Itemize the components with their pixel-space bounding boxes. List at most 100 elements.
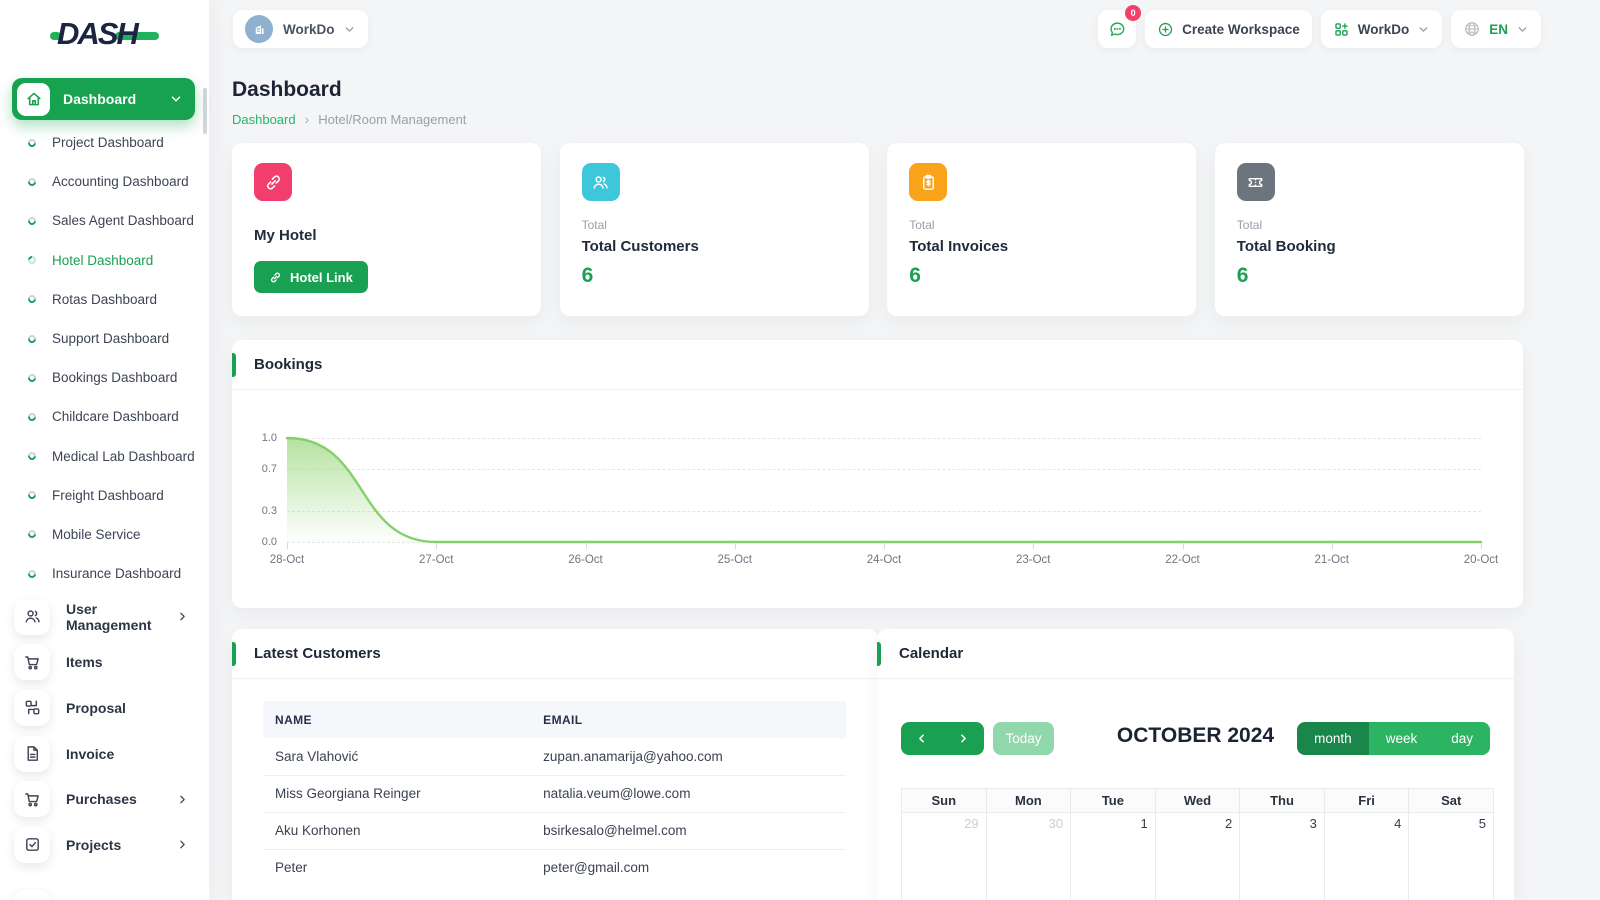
sidebar-item-support-dashboard[interactable]: Support Dashboard — [0, 319, 209, 358]
x-axis-tick-label: 20-Oct — [1463, 554, 1499, 566]
sidebar-item-hotel-dashboard[interactable]: Hotel Dashboard — [0, 241, 209, 280]
plus-circle-icon — [1157, 21, 1174, 38]
sidebar-item-project-dashboard[interactable]: Project Dashboard — [0, 123, 209, 162]
customers-table: NAME EMAIL Sara Vlahović zupan.anamarija@… — [263, 701, 846, 886]
x-axis-tick — [1182, 543, 1184, 549]
calendar-view-day[interactable]: day — [1434, 722, 1490, 755]
ticket-icon — [1236, 163, 1275, 201]
bullet-icon — [26, 372, 38, 384]
bullet-icon — [26, 293, 38, 305]
calendar-view-month[interactable]: month — [1297, 722, 1369, 755]
file-icon — [14, 735, 50, 772]
globe-icon — [1463, 20, 1481, 38]
calendar-day-cell[interactable]: 1 — [1070, 812, 1156, 900]
calendar-day-cell[interactable]: 2 — [1154, 812, 1241, 900]
x-axis-tick — [1033, 543, 1035, 549]
calendar-day-cell[interactable]: 29 — [901, 812, 987, 900]
x-axis-tick — [1481, 543, 1482, 549]
users-icon — [14, 598, 50, 635]
calendar-view-week[interactable]: week — [1368, 722, 1435, 755]
y-axis-tick-label: 1.0 — [261, 432, 277, 444]
sidebar-item-items[interactable]: Items — [0, 640, 209, 686]
sidebar-item-invoice[interactable]: Invoice — [0, 731, 209, 777]
sidebar-item-sales-agent-dashboard[interactable]: Sales Agent Dashboard — [0, 201, 209, 240]
logo-accent-dot — [50, 32, 61, 40]
sidebar-item-partial[interactable] — [14, 890, 50, 900]
chevron-down-icon — [1516, 23, 1529, 36]
total-invoices-card: Total Total Invoices 6 — [887, 143, 1197, 316]
calendar-prev-button[interactable] — [901, 722, 943, 755]
create-workspace-button[interactable]: Create Workspace — [1145, 10, 1312, 48]
calendar-today-button[interactable]: Today — [993, 722, 1054, 755]
calendar-day-cell[interactable]: 4 — [1323, 812, 1410, 900]
bookings-title: Bookings — [254, 356, 323, 373]
calendar-panel: Calendar Today OCTOBER 2024 month week d… — [877, 629, 1514, 900]
logo-text: DASH — [57, 15, 139, 51]
table-row[interactable]: Miss Georgiana Reinger natalia.veum@lowe.… — [263, 775, 846, 813]
gridline — [287, 469, 1481, 471]
dashboard-submenu: Project Dashboard Accounting Dashboard S… — [0, 123, 209, 593]
weekday-header-row: Sun Mon Tue Wed Thu Fri Sat — [901, 788, 1494, 813]
bullet-icon — [26, 215, 38, 227]
language-selector[interactable]: EN — [1451, 10, 1541, 48]
calendar-next-button[interactable] — [943, 722, 985, 755]
calendar-view-switcher: month week day — [1297, 722, 1490, 755]
table-row[interactable]: Aku Korhonen bsirkesalo@helmel.com — [263, 812, 846, 850]
calendar-day-cell[interactable]: 30 — [985, 812, 1072, 900]
cart-icon — [14, 644, 50, 681]
sidebar-item-childcare-dashboard[interactable]: Childcare Dashboard — [0, 397, 209, 436]
chat-bubble-icon — [1108, 20, 1127, 39]
chevron-right-icon: › — [304, 111, 310, 127]
hotel-link-button[interactable]: Hotel Link — [254, 261, 368, 293]
accent-bar — [232, 642, 236, 666]
sidebar-item-accounting-dashboard[interactable]: Accounting Dashboard — [0, 162, 209, 201]
gridline — [287, 438, 1481, 439]
calendar-week-row: 29 30 1 2 3 4 5 — [901, 812, 1494, 900]
sidebar-scrollbar[interactable] — [203, 88, 207, 134]
sidebar-item-user-management[interactable]: User Management — [0, 594, 209, 640]
x-axis-tick — [436, 543, 438, 549]
calendar-day-cell[interactable]: 3 — [1239, 812, 1325, 900]
sidebar-item-mobile-service[interactable]: Mobile Service — [0, 515, 209, 554]
sidebar: DASH Dashboard Project Dashboard Account… — [0, 0, 209, 900]
stat-cards-row: My Hotel Hotel Link Total Total Customer… — [232, 143, 1524, 316]
breadcrumb-link-dashboard[interactable]: Dashboard — [232, 111, 296, 127]
breadcrumb: Dashboard › Hotel/Room Management — [232, 111, 466, 127]
workdo-apps-menu[interactable]: WorkDo — [1320, 10, 1443, 48]
logo-accent-bar — [114, 32, 159, 40]
calendar-toolbar: Today OCTOBER 2024 month week day — [901, 722, 1490, 755]
x-axis-tick-label: 26-Oct — [568, 554, 603, 566]
app-logo[interactable]: DASH — [50, 16, 159, 50]
chevron-right-icon — [176, 838, 189, 851]
table-row[interactable]: Peter peter@gmail.com — [275, 860, 650, 876]
sidebar-item-freight-dashboard[interactable]: Freight Dashboard — [0, 476, 209, 515]
workspace-selector[interactable]: WorkDo — [233, 10, 368, 48]
x-axis-tick-label: 24-Oct — [866, 554, 902, 566]
messages-button[interactable]: 0 — [1098, 5, 1142, 48]
bullet-icon — [26, 176, 38, 188]
my-hotel-card: My Hotel Hotel Link — [232, 143, 541, 316]
chevron-right-icon — [176, 610, 189, 623]
sidebar-item-rotas-dashboard[interactable]: Rotas Dashboard — [0, 280, 209, 319]
topbar: WorkDo 0 Create Workspace — [209, 0, 1600, 58]
sidebar-modules: User Management Items Proposal — [0, 594, 209, 900]
bullet-icon — [26, 528, 38, 541]
sidebar-item-proposal[interactable]: Proposal — [0, 685, 209, 731]
link-icon — [254, 163, 292, 201]
x-axis-tick-label: 23-Oct — [1015, 554, 1051, 566]
bookings-panel: Bookings 0.0 0.3 0.7 1.0 28-Oct 27-Oct 26-Oct… — [232, 340, 1523, 608]
bullet-icon — [26, 450, 38, 462]
calendar-month-title: OCTOBER 2024 — [1116, 724, 1275, 747]
sidebar-item-projects[interactable]: Projects — [0, 822, 209, 868]
sidebar-item-medical-lab-dashboard[interactable]: Medical Lab Dashboard — [0, 437, 209, 476]
sidebar-item-bookings-dashboard[interactable]: Bookings Dashboard — [0, 358, 209, 397]
grid-plus-icon — [1333, 21, 1350, 38]
table-row[interactable]: Sara Vlahović zupan.anamarija@yahoo.com — [263, 738, 846, 776]
calendar-day-cell[interactable]: 5 — [1408, 812, 1494, 900]
sidebar-item-dashboard[interactable]: Dashboard — [12, 78, 195, 120]
sidebar-item-insurance-dashboard[interactable]: Insurance Dashboard — [0, 554, 209, 593]
total-customers-card: Total Total Customers 6 — [559, 143, 869, 316]
bullet-icon — [26, 332, 38, 345]
sidebar-item-purchases[interactable]: Purchases — [0, 776, 209, 822]
messages-badge: 0 — [1125, 5, 1142, 21]
